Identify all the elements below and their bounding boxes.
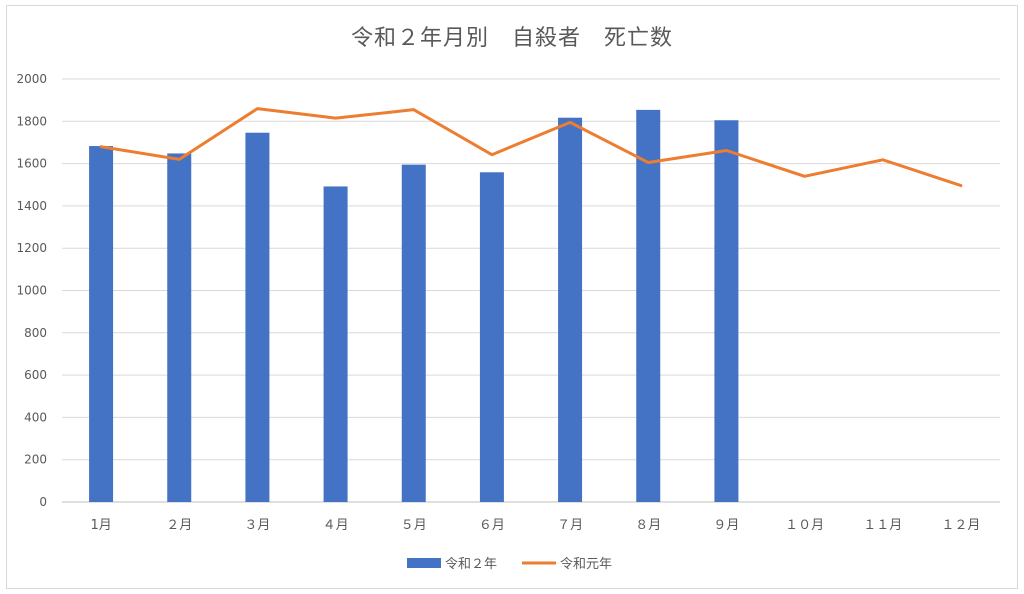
x-tick-label: ８月 bbox=[635, 518, 661, 533]
x-tick-label: １１月 bbox=[863, 518, 902, 533]
x-tick-label: 1月 bbox=[90, 518, 111, 533]
bar bbox=[636, 109, 661, 502]
x-tick-label: ７月 bbox=[557, 518, 583, 533]
legend-label: 令和２年 bbox=[445, 557, 497, 572]
y-tick-label: 1600 bbox=[16, 157, 47, 171]
x-tick-label: ３月 bbox=[244, 518, 270, 533]
x-tick-label: ６月 bbox=[479, 518, 505, 533]
y-tick-label: 1200 bbox=[16, 241, 47, 255]
y-tick-label: 1000 bbox=[16, 284, 47, 298]
legend-swatch-bar bbox=[407, 558, 441, 568]
x-tick-label: ９月 bbox=[713, 518, 739, 533]
bar bbox=[401, 164, 426, 502]
bar bbox=[167, 153, 192, 502]
y-tick-label: 0 bbox=[39, 495, 47, 509]
y-tick-label: 200 bbox=[24, 453, 47, 467]
bar bbox=[245, 132, 270, 502]
bar bbox=[89, 146, 114, 502]
x-tick-label: ４月 bbox=[323, 518, 349, 533]
bar bbox=[479, 172, 504, 503]
legend-label: 令和元年 bbox=[560, 557, 612, 572]
bar bbox=[323, 186, 348, 502]
series-line bbox=[99, 107, 963, 188]
x-tick-label: １２月 bbox=[941, 518, 980, 533]
x-tick-label: ２月 bbox=[166, 518, 192, 533]
bar bbox=[714, 120, 739, 503]
y-tick-label: 1400 bbox=[16, 199, 47, 213]
x-tick-label: ５月 bbox=[401, 518, 427, 533]
y-tick-label: 1800 bbox=[16, 114, 47, 128]
y-tick-label: 400 bbox=[24, 410, 47, 424]
chart-title: 令和２年月別 自殺者 死亡数 bbox=[350, 26, 673, 51]
y-tick-label: 2000 bbox=[16, 72, 47, 86]
x-tick-label: １０月 bbox=[785, 518, 824, 533]
y-tick-label: 800 bbox=[24, 326, 47, 340]
y-tick-label: 600 bbox=[24, 368, 47, 382]
bar bbox=[558, 117, 583, 502]
